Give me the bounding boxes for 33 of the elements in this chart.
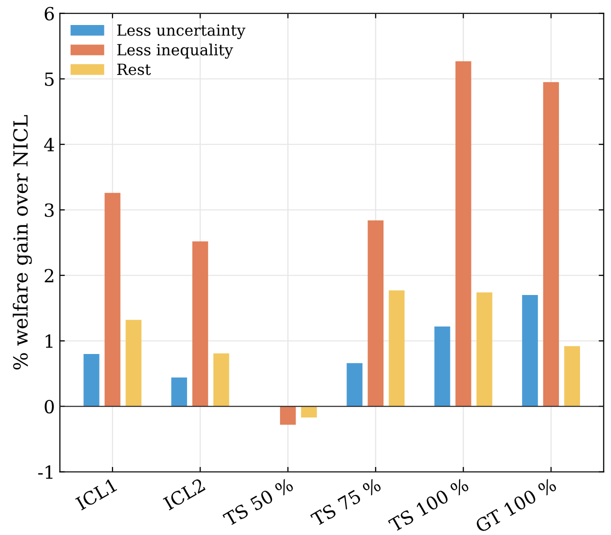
bar xyxy=(213,353,230,406)
y-tick-label: 2 xyxy=(44,268,54,282)
bar xyxy=(126,320,142,406)
legend-label: Less inequality xyxy=(117,44,234,59)
x-tick-label: TS 75 % xyxy=(310,478,382,527)
bar xyxy=(564,346,580,406)
y-axis-title: % welfare gain over NICL xyxy=(12,115,32,370)
y-tick-label: 4 xyxy=(44,138,54,152)
bar xyxy=(104,192,120,406)
y-tick-label: 0 xyxy=(44,400,54,414)
bar xyxy=(434,326,450,406)
legend-label: Less uncertainty xyxy=(117,24,246,40)
bar xyxy=(192,241,208,406)
y-tick-label: -1 xyxy=(38,465,52,479)
bar xyxy=(171,378,188,406)
bar xyxy=(280,406,296,425)
bar xyxy=(543,82,559,406)
y-tick-label: 5 xyxy=(45,72,54,86)
bar xyxy=(476,292,492,406)
bar xyxy=(346,363,362,406)
bar xyxy=(368,220,384,406)
bar xyxy=(522,295,538,406)
legend-label: Rest xyxy=(117,64,151,76)
bar xyxy=(455,61,472,406)
bar xyxy=(388,290,405,406)
bar xyxy=(84,354,100,406)
x-tick-label: GT 100 % xyxy=(474,478,558,534)
bar xyxy=(301,406,317,418)
x-tick-label: TS 100 % xyxy=(388,478,470,532)
y-tick-label: 3 xyxy=(44,203,54,217)
y-tick-label: 6 xyxy=(44,6,54,20)
y-tick-label: 1 xyxy=(46,334,52,348)
x-tick-label: TS 50 % xyxy=(222,478,294,527)
